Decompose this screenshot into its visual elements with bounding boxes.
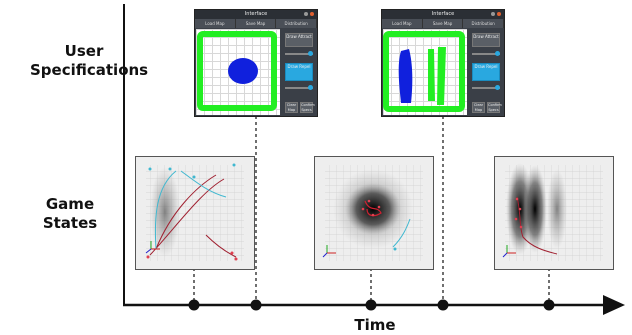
blue-vertical-stroke [398, 49, 413, 103]
timeline-marker-spec1 [250, 299, 262, 311]
repel-slider[interactable] [285, 85, 313, 90]
game-state-2-view [322, 165, 423, 261]
attract-slider[interactable] [285, 51, 313, 56]
window-menu: Load Map Save Map Distribution Overlay [382, 19, 505, 35]
axes-gizmo [322, 245, 336, 258]
tool-panel: Draw Attract Draw Repel Clear Map Confir… [282, 29, 316, 115]
trajectory-red [364, 200, 382, 217]
green-boundary-stroke [383, 31, 465, 112]
green-vertical-stroke-2 [437, 47, 446, 105]
game-state-2 [314, 156, 434, 270]
attract-density-column [523, 165, 547, 253]
minimize-icon[interactable] [304, 12, 308, 16]
green-boundary-stroke [197, 31, 277, 111]
menu-load-map[interactable]: Load Map [195, 19, 236, 28]
agent-marker [393, 247, 397, 251]
draw-attract-button[interactable]: Draw Attract [472, 33, 500, 47]
axes-gizmo [502, 245, 516, 258]
green-vertical-stroke-1 [428, 49, 435, 101]
blue-attract-blob [228, 58, 258, 84]
slider-handle[interactable] [308, 85, 313, 90]
game-state-3 [494, 156, 614, 270]
repel-slider[interactable] [472, 85, 500, 90]
window-titlebar: Interface [382, 10, 504, 19]
canvas-drawing [197, 31, 277, 111]
user-label-line2: Specifications [30, 61, 149, 79]
trajectory-cyan [392, 218, 411, 248]
attract-slider[interactable] [472, 51, 500, 56]
game-state-1 [135, 156, 255, 270]
density-shading [150, 167, 180, 257]
close-icon[interactable] [310, 12, 314, 16]
interface-window-1: Interface Load Map Save Map Distribution… [194, 9, 318, 117]
slider-handle[interactable] [308, 51, 313, 56]
draw-attract-button[interactable]: Draw Attract [285, 33, 313, 47]
confirm-specs-button[interactable]: Confirm Specs [300, 102, 315, 113]
menu-save-map[interactable]: Save Map [423, 19, 464, 28]
confirm-specs-button[interactable]: Confirm Specs [487, 102, 502, 113]
canvas-drawing [383, 31, 465, 112]
goal-markers [146, 251, 238, 261]
game-label-line2: States [42, 214, 98, 232]
agent-markers [148, 163, 236, 179]
trajectory-red [205, 234, 237, 258]
tool-panel: Draw Attract Draw Repel Clear Map Confir… [469, 29, 503, 115]
timeline-marker-spec2 [437, 299, 449, 311]
menu-distribution-overlay[interactable]: Distribution Overlay [463, 19, 505, 35]
timeline-marker-state2 [365, 299, 377, 311]
draw-repel-button[interactable]: Draw Repel [472, 63, 500, 81]
trajectory-red [149, 178, 225, 256]
menu-distribution-overlay[interactable]: Distribution Overlay [276, 19, 318, 35]
slider-handle[interactable] [495, 51, 500, 56]
time-axis-label: Time [354, 316, 396, 334]
time-axis-arrowhead [603, 295, 625, 315]
user-specifications-label: User Specifications [30, 42, 149, 80]
repel-density-column [547, 169, 567, 249]
slider-handle[interactable] [495, 85, 500, 90]
timeline-marker-state1 [188, 299, 200, 311]
minimize-icon[interactable] [491, 12, 495, 16]
clear-map-button[interactable]: Clear Map [285, 102, 298, 113]
game-label-line1: Game [45, 195, 95, 213]
user-label-line1: User [64, 42, 104, 60]
interface-window-2: Interface Load Map Save Map Distribution… [381, 9, 505, 117]
game-state-3-view [502, 163, 603, 261]
close-icon[interactable] [497, 12, 501, 16]
draw-repel-button[interactable]: Draw Repel [285, 63, 313, 81]
trajectory-cyan [180, 170, 227, 198]
clear-map-button[interactable]: Clear Map [472, 102, 485, 113]
window-menu: Load Map Save Map Distribution Overlay [195, 19, 318, 35]
timeline-marker-state3 [543, 299, 555, 311]
window-title: Interface [244, 11, 268, 17]
trajectory-cyan [154, 170, 177, 250]
drawing-canvas[interactable] [196, 29, 280, 115]
goal-markers [514, 197, 523, 229]
drawing-canvas[interactable] [383, 29, 467, 115]
goal-markers [361, 199, 381, 217]
menu-load-map[interactable]: Load Map [382, 19, 423, 28]
window-titlebar: Interface [195, 10, 317, 19]
window-title: Interface [431, 11, 455, 17]
game-state-1-view [145, 163, 244, 261]
trajectory-red [155, 174, 217, 250]
axes-gizmo [145, 241, 160, 254]
game-states-label: Game States [30, 195, 110, 233]
menu-save-map[interactable]: Save Map [236, 19, 277, 28]
